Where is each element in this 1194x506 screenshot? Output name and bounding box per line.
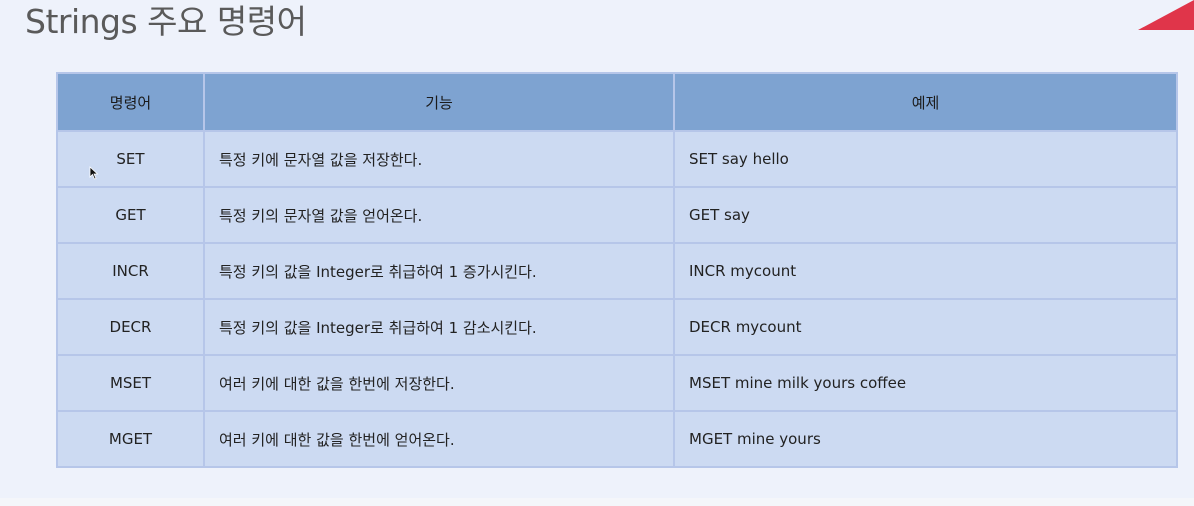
header-function: 기능 [203, 72, 675, 132]
command-cell: DECR [56, 298, 205, 356]
table-row: DECR 특정 키의 값을 Integer로 취급하여 1 감소시킨다. DEC… [56, 298, 1178, 356]
description-cell: 특정 키의 값을 Integer로 취급하여 1 감소시킨다. [203, 298, 675, 356]
example-cell: GET say [673, 186, 1178, 244]
header-command: 명령어 [56, 72, 205, 132]
commands-table: 명령어 기능 예제 SET 특정 키에 문자열 값을 저장한다. SET say… [56, 72, 1178, 468]
description-cell: 여러 키에 대한 값을 한번에 저장한다. [203, 354, 675, 412]
example-cell: MGET mine yours [673, 410, 1178, 468]
command-cell: SET [56, 130, 205, 188]
page-title: Strings 주요 명령어 [25, 2, 307, 41]
table-row: MGET 여러 키에 대한 값을 한번에 얻어온다. MGET mine you… [56, 410, 1178, 468]
description-cell: 특정 키의 문자열 값을 얻어온다. [203, 186, 675, 244]
example-cell: INCR mycount [673, 242, 1178, 300]
description-cell: 특정 키의 값을 Integer로 취급하여 1 증가시킨다. [203, 242, 675, 300]
mouse-cursor-icon [89, 166, 99, 180]
bottom-band [0, 498, 1194, 506]
table-row: SET 특정 키에 문자열 값을 저장한다. SET say hello [56, 130, 1178, 188]
command-cell: MSET [56, 354, 205, 412]
table-row: INCR 특정 키의 값을 Integer로 취급하여 1 증가시킨다. INC… [56, 242, 1178, 300]
description-cell: 특정 키에 문자열 값을 저장한다. [203, 130, 675, 188]
red-triangle-icon [1138, 0, 1194, 30]
table-row: MSET 여러 키에 대한 값을 한번에 저장한다. MSET mine mil… [56, 354, 1178, 412]
table-row: GET 특정 키의 문자열 값을 얻어온다. GET say [56, 186, 1178, 244]
example-cell: MSET mine milk yours coffee [673, 354, 1178, 412]
description-cell: 여러 키에 대한 값을 한번에 얻어온다. [203, 410, 675, 468]
table-header-row: 명령어 기능 예제 [56, 72, 1178, 132]
command-cell: INCR [56, 242, 205, 300]
example-cell: DECR mycount [673, 298, 1178, 356]
command-cell: GET [56, 186, 205, 244]
command-cell: MGET [56, 410, 205, 468]
header-example: 예제 [673, 72, 1178, 132]
example-cell: SET say hello [673, 130, 1178, 188]
